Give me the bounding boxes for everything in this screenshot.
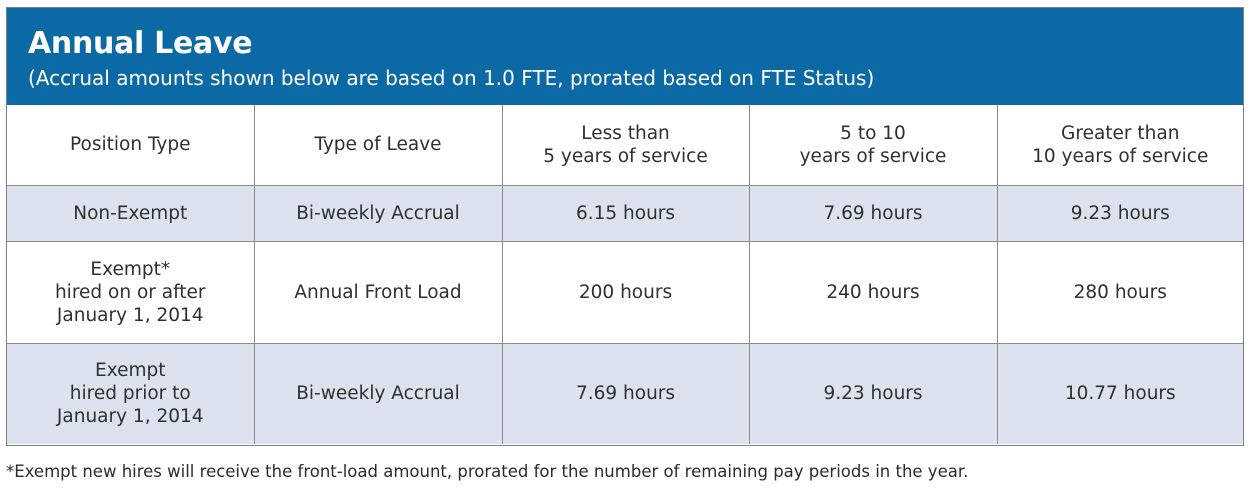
table-row-exempt-prior-2014: Exempt hired prior to January 1, 2014 Bi…	[7, 342, 1243, 444]
page-title: Annual Leave	[28, 26, 253, 61]
header-less-than-5-years: Less than 5 years of service	[501, 105, 749, 185]
header-5-to-10-years: 5 to 10 years of service	[748, 105, 997, 185]
cell-type-of-leave: Bi-weekly Accrual	[253, 342, 502, 444]
cell-position-type: Exempt hired prior to January 1, 2014	[7, 342, 254, 444]
cell-less-than-5: 6.15 hours	[501, 184, 749, 241]
cell-greater-than-10: 280 hours	[996, 240, 1243, 343]
leave-accrual-table: Position Type Type of Leave Less than 5 …	[7, 105, 1243, 444]
table-row-non-exempt: Non-Exempt Bi-weekly Accrual 6.15 hours …	[7, 184, 1243, 241]
header-greater-than-10-years: Greater than 10 years of service	[996, 105, 1243, 185]
header-type-of-leave: Type of Leave	[253, 105, 502, 185]
cell-5-to-10: 7.69 hours	[748, 184, 997, 241]
cell-less-than-5: 200 hours	[501, 240, 749, 343]
cell-type-of-leave: Bi-weekly Accrual	[253, 184, 502, 241]
cell-greater-than-10: 10.77 hours	[996, 342, 1243, 444]
table-row-exempt-after-2014: Exempt* hired on or after January 1, 201…	[7, 240, 1243, 343]
page-subtitle: (Accrual amounts shown below are based o…	[28, 66, 875, 90]
cell-position-type: Non-Exempt	[7, 184, 254, 241]
header-position-type: Position Type	[70, 134, 191, 156]
cell-less-than-5: 7.69 hours	[501, 342, 749, 444]
annual-leave-card: Annual Leave (Accrual amounts shown belo…	[6, 7, 1244, 446]
cell-position-type: Exempt* hired on or after January 1, 201…	[7, 240, 254, 343]
cell-greater-than-10: 9.23 hours	[996, 184, 1243, 241]
cell-5-to-10: 9.23 hours	[748, 342, 997, 444]
cell-type-of-leave: Annual Front Load	[253, 240, 502, 343]
title-banner: Annual Leave (Accrual amounts shown belo…	[7, 8, 1243, 105]
table-header-row: Position Type Type of Leave Less than 5 …	[7, 105, 1243, 185]
footnote: *Exempt new hires will receive the front…	[6, 462, 969, 481]
cell-5-to-10: 240 hours	[748, 240, 997, 343]
